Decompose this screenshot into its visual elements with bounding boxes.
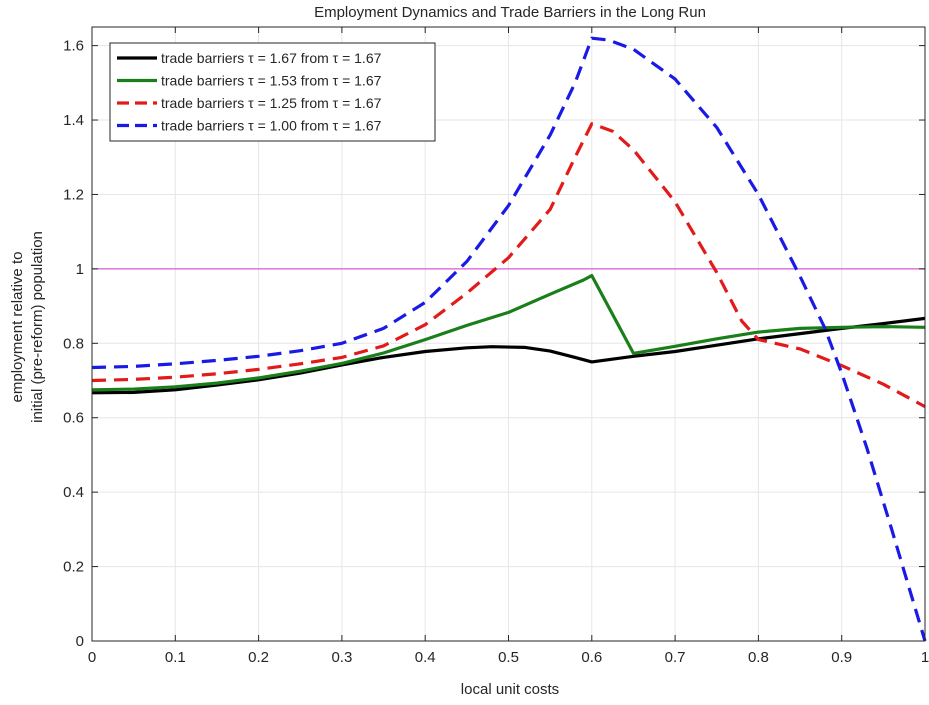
x-tick-label: 0.6 — [581, 649, 602, 666]
y-tick-label: 1 — [76, 261, 84, 278]
y-tick-label: 0.6 — [63, 410, 84, 427]
y-tick-label: 0.8 — [63, 335, 84, 352]
x-tick-label: 0.4 — [415, 649, 436, 666]
x-axis-label: local unit costs — [461, 681, 559, 698]
y-axis-label-line-1: employment relative to — [9, 252, 26, 403]
series-line-4 — [92, 36, 927, 642]
chart-title: Employment Dynamics and Trade Barriers i… — [314, 4, 706, 21]
legend-box — [109, 42, 436, 142]
y-tick-label: 0.2 — [63, 559, 84, 576]
series-line-2 — [92, 274, 926, 392]
x-tick-label: 0.2 — [248, 649, 269, 666]
series-line-3 — [92, 122, 926, 409]
x-tick-label: 0.5 — [498, 649, 519, 666]
x-tick-label: 0.1 — [165, 649, 186, 666]
legend-label-4: trade barriers τ = 1.00 from τ = 1.67 — [161, 118, 382, 134]
legend-label-2: trade barriers τ = 1.53 from τ = 1.67 — [161, 73, 382, 89]
series-line-1 — [92, 316, 926, 395]
y-axis-label-line-2: initial (pre-reform) population — [29, 231, 46, 423]
legend-label-3: trade barriers τ = 1.25 from τ = 1.67 — [161, 95, 382, 111]
y-tick-label: 1.4 — [63, 112, 84, 129]
y-tick-label: 0.4 — [63, 484, 84, 501]
x-tick-label: 0.9 — [831, 649, 852, 666]
y-tick-label: 1.6 — [63, 38, 84, 55]
x-tick-label: 0.8 — [748, 649, 769, 666]
x-tick-label: 0.7 — [665, 649, 686, 666]
x-tick-label: 0.3 — [331, 649, 352, 666]
x-tick-label: 1 — [921, 649, 929, 666]
y-tick-label: 1.2 — [63, 186, 84, 203]
legend: trade barriers τ = 1.67 from τ = 1.67 tra… — [109, 42, 436, 142]
series-layer — [92, 36, 927, 642]
x-tick-label: 0 — [88, 649, 96, 666]
legend-label-1: trade barriers τ = 1.67 from τ = 1.67 — [161, 50, 382, 66]
y-tick-label: 0 — [76, 633, 84, 650]
axes-layer: 0 0.1 0.2 0.3 0.4 0.5 0.6 0.7 0.8 0.9 1 0 0.2 0.4 0.6 0… — [63, 26, 929, 666]
